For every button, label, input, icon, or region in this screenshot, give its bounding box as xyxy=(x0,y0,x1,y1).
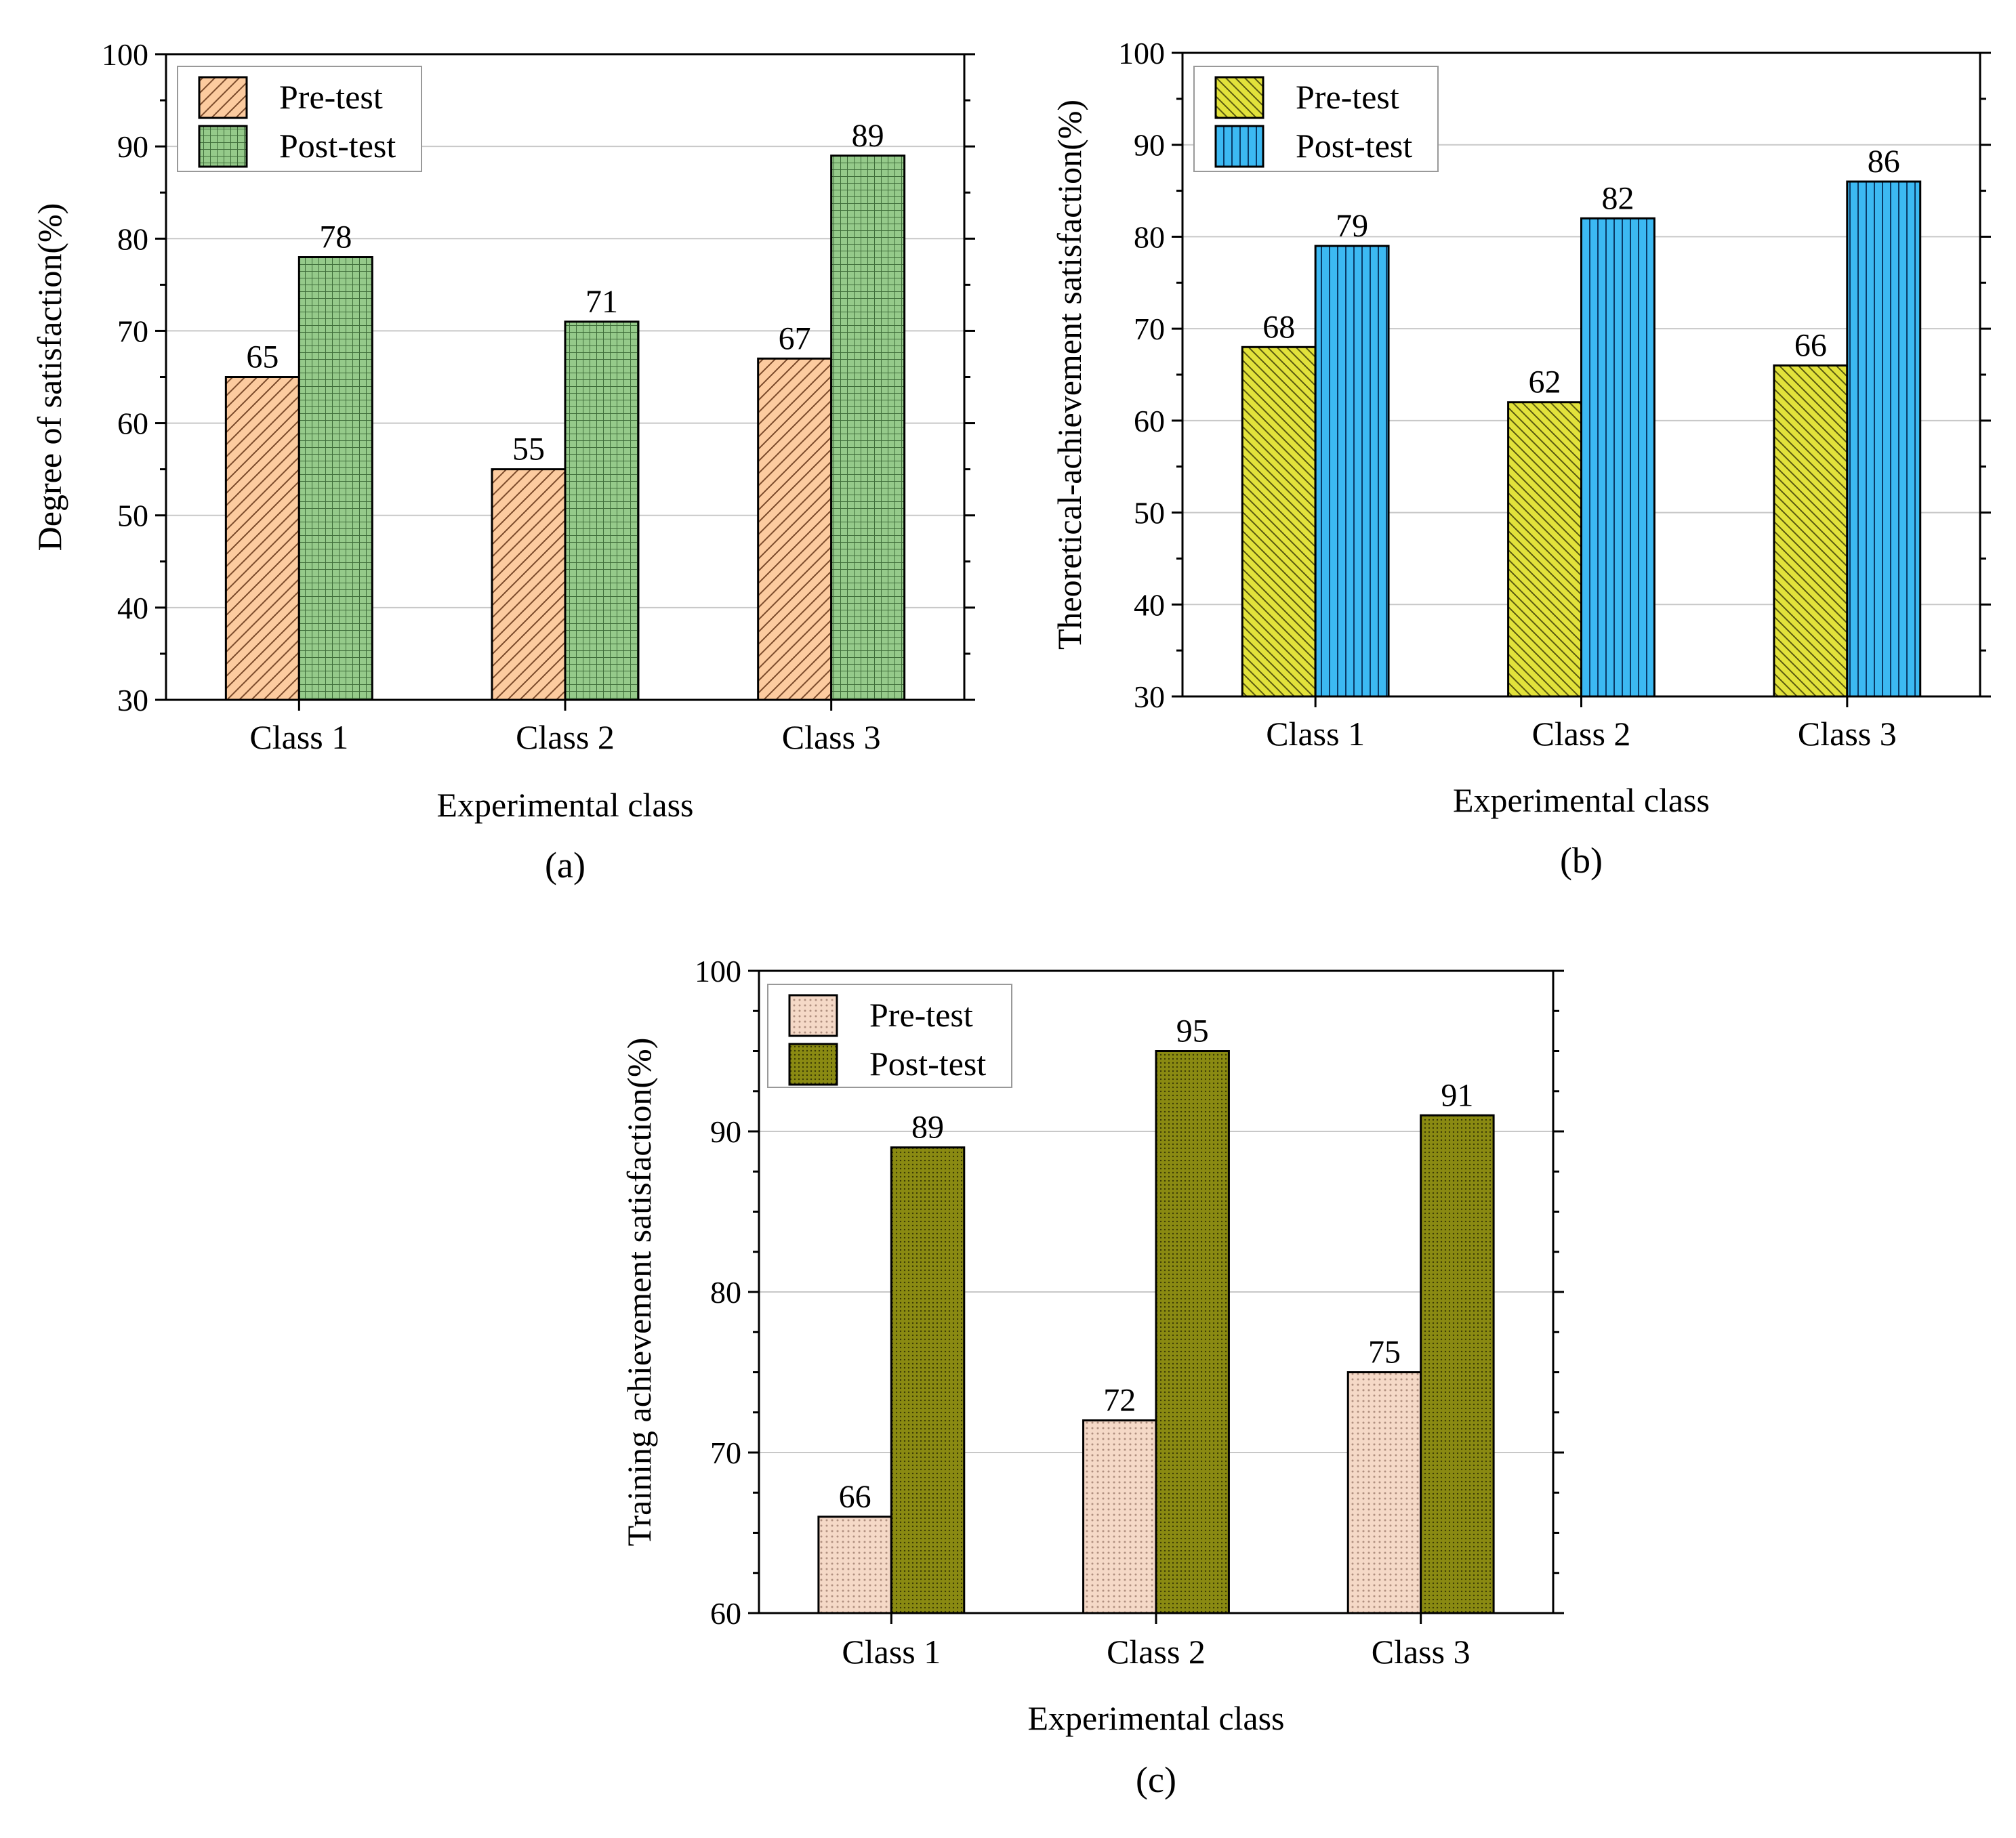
bar-value-label: 66 xyxy=(1794,327,1827,363)
legend-swatch xyxy=(1214,76,1264,119)
bar-value-label: 67 xyxy=(779,320,811,356)
bar-pre-test-1 xyxy=(224,376,300,701)
y-tick-label: 80 xyxy=(710,1275,741,1310)
bar-post-test-2 xyxy=(1155,1050,1230,1614)
bar-pre-test-3 xyxy=(1773,364,1849,698)
legend: Pre-test Post-test xyxy=(767,984,1012,1088)
bar-post-test-3 xyxy=(830,154,906,701)
legend: Pre-test Post-test xyxy=(1193,66,1439,172)
y-tick-label: 40 xyxy=(117,591,148,625)
bar-value-label: 55 xyxy=(512,432,545,467)
bar-value-label: 95 xyxy=(1176,1014,1209,1049)
legend-label: Post-test xyxy=(869,1045,986,1083)
x-tick-label: Class 1 xyxy=(249,718,348,756)
legend-swatch xyxy=(198,125,248,168)
y-tick-label: 90 xyxy=(117,129,148,164)
bar-value-label: 66 xyxy=(839,1479,871,1515)
legend-swatch xyxy=(1214,125,1264,168)
legend-label: Post-test xyxy=(1296,127,1412,165)
bar-post-test-3 xyxy=(1420,1114,1495,1614)
bar-value-label: 62 xyxy=(1529,364,1561,400)
panel-a-chart: 65 78 Class 1 55 71 Class 2 67 89 Class 3 30 40 50 6… xyxy=(30,37,975,885)
y-axis-title: Training achievement satisfaction(%) xyxy=(620,1038,658,1547)
bar-pre-test-3 xyxy=(1346,1371,1422,1614)
x-tick-label: Class 3 xyxy=(1372,1633,1470,1671)
y-tick-label: 70 xyxy=(1134,312,1165,346)
legend-label: Pre-test xyxy=(869,996,973,1034)
y-tick-label: 50 xyxy=(1134,496,1165,530)
y-tick-label: 100 xyxy=(1118,36,1165,70)
bar-pre-test-2 xyxy=(491,468,567,701)
y-tick-label: 30 xyxy=(1134,680,1165,714)
panel-label: (a) xyxy=(545,845,585,885)
y-axis-title: Degree of satisfaction(%) xyxy=(30,203,68,551)
bar-value-label: 71 xyxy=(585,284,618,320)
y-tick-label: 100 xyxy=(102,37,148,72)
panel-label: (c) xyxy=(1136,1759,1176,1800)
legend-label: Pre-test xyxy=(1296,78,1399,116)
plot-frame xyxy=(758,969,1555,1614)
legend-swatch xyxy=(788,1043,838,1086)
x-tick-label: Class 2 xyxy=(516,718,615,756)
bar-post-test-1 xyxy=(890,1146,966,1614)
y-tick-label: 70 xyxy=(117,314,148,348)
x-axis-title: Experimental class xyxy=(1027,1699,1284,1737)
legend-swatch xyxy=(198,76,248,119)
x-axis-title: Experimental class xyxy=(436,786,693,824)
bar-pre-test-1 xyxy=(817,1516,892,1614)
x-tick-label: Class 1 xyxy=(1266,715,1365,753)
legend-label: Pre-test xyxy=(279,78,383,116)
bar-pre-test-3 xyxy=(757,357,833,701)
bar-value-label: 68 xyxy=(1262,309,1295,345)
legend-swatch xyxy=(788,994,838,1037)
bar-post-test-1 xyxy=(297,256,373,701)
bar-post-test-2 xyxy=(564,320,640,701)
bar-post-test-1 xyxy=(1314,245,1390,698)
y-tick-label: 80 xyxy=(117,222,148,256)
bar-value-label: 86 xyxy=(1868,144,1900,180)
bar-value-label: 91 xyxy=(1441,1077,1473,1113)
bar-pre-test-2 xyxy=(1082,1419,1157,1614)
x-tick-label: Class 3 xyxy=(782,718,881,756)
legend-label: Post-test xyxy=(279,127,396,165)
panel-c-chart: 66 89 Class 1 72 95 Class 2 75 91 Class 3 60 70 80 9… xyxy=(620,954,1564,1800)
x-tick-label: Class 3 xyxy=(1798,715,1897,753)
plot-frame xyxy=(165,53,966,701)
y-tick-label: 70 xyxy=(710,1436,741,1470)
bar-value-label: 78 xyxy=(319,220,352,255)
y-tick-label: 80 xyxy=(1134,220,1165,254)
x-axis-title: Experimental class xyxy=(1453,781,1710,819)
y-tick-label: 100 xyxy=(695,954,741,988)
y-tick-label: 60 xyxy=(117,406,148,441)
x-tick-label: Class 1 xyxy=(842,1633,941,1671)
bar-value-label: 79 xyxy=(1336,208,1368,244)
y-tick-label: 30 xyxy=(117,683,148,717)
bar-value-label: 72 xyxy=(1103,1383,1136,1419)
y-tick-label: 60 xyxy=(1134,404,1165,438)
y-tick-label: 60 xyxy=(710,1596,741,1631)
panel-label: (b) xyxy=(1560,840,1603,881)
plot-frame xyxy=(1181,51,1981,698)
bar-post-test-3 xyxy=(1846,180,1922,698)
bar-value-label: 65 xyxy=(246,339,279,375)
bar-value-label: 75 xyxy=(1368,1335,1401,1371)
y-tick-label: 90 xyxy=(1134,128,1165,163)
bar-pre-test-2 xyxy=(1507,401,1583,698)
x-tick-label: Class 2 xyxy=(1107,1633,1206,1671)
bar-post-test-2 xyxy=(1580,217,1655,698)
bar-pre-test-1 xyxy=(1241,346,1317,698)
bar-value-label: 82 xyxy=(1601,180,1634,216)
y-axis-title: Theoretical-achievement satisfaction(%) xyxy=(1050,100,1088,650)
y-tick-label: 90 xyxy=(710,1114,741,1149)
bar-value-label: 89 xyxy=(852,118,884,154)
bar-value-label: 89 xyxy=(911,1110,944,1146)
panel-b-chart: 68 79 Class 1 62 82 Class 2 66 86 Class 3 30 40 50 6… xyxy=(1050,36,1991,881)
x-tick-label: Class 2 xyxy=(1532,715,1631,753)
legend: Pre-test Post-test xyxy=(177,66,422,172)
y-tick-label: 50 xyxy=(117,499,148,533)
y-tick-label: 40 xyxy=(1134,587,1165,622)
